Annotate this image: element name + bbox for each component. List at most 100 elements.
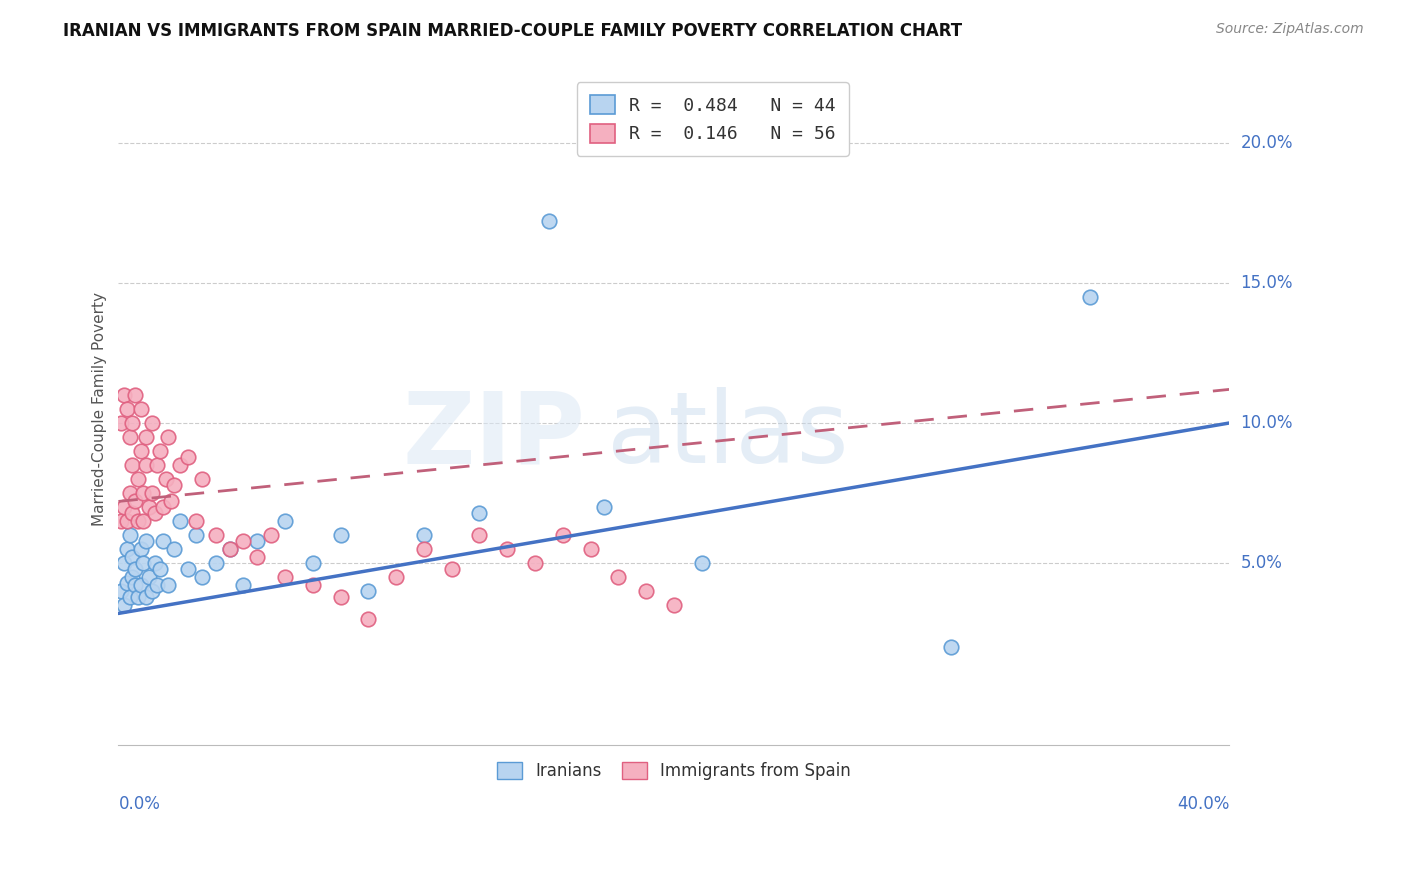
Point	[496, 542, 519, 557]
Point	[115, 402, 138, 417]
Point	[163, 542, 186, 557]
Point	[149, 444, 172, 458]
Point	[329, 528, 352, 542]
Point	[138, 570, 160, 584]
Point	[135, 458, 157, 472]
Point	[246, 533, 269, 548]
Point	[357, 612, 380, 626]
Point	[127, 590, 149, 604]
Point	[468, 506, 491, 520]
Point	[121, 570, 143, 584]
Point	[141, 416, 163, 430]
Y-axis label: Married-Couple Family Poverty: Married-Couple Family Poverty	[93, 292, 107, 526]
Legend: Iranians, Immigrants from Spain: Iranians, Immigrants from Spain	[491, 756, 858, 787]
Text: IRANIAN VS IMMIGRANTS FROM SPAIN MARRIED-COUPLE FAMILY POVERTY CORRELATION CHART: IRANIAN VS IMMIGRANTS FROM SPAIN MARRIED…	[63, 22, 962, 40]
Point	[169, 514, 191, 528]
Point	[155, 472, 177, 486]
Point	[941, 640, 963, 654]
Point	[218, 542, 240, 557]
Point	[110, 514, 132, 528]
Point	[124, 388, 146, 402]
Point	[412, 528, 434, 542]
Point	[177, 450, 200, 464]
Point	[121, 506, 143, 520]
Point	[132, 514, 155, 528]
Point	[204, 556, 226, 570]
Point	[232, 533, 254, 548]
Point	[118, 486, 141, 500]
Point	[537, 214, 560, 228]
Text: 10.0%: 10.0%	[1240, 414, 1292, 432]
Point	[110, 584, 132, 599]
Point	[385, 570, 408, 584]
Point	[112, 500, 135, 514]
Point	[115, 514, 138, 528]
Point	[135, 430, 157, 444]
Text: 15.0%: 15.0%	[1240, 274, 1292, 292]
Point	[232, 578, 254, 592]
Point	[440, 561, 463, 575]
Point	[146, 458, 169, 472]
Point	[127, 472, 149, 486]
Point	[593, 500, 616, 514]
Point	[274, 570, 297, 584]
Text: Source: ZipAtlas.com: Source: ZipAtlas.com	[1216, 22, 1364, 37]
Point	[124, 561, 146, 575]
Point	[112, 598, 135, 612]
Point	[607, 570, 630, 584]
Text: 20.0%: 20.0%	[1240, 134, 1292, 152]
Point	[523, 556, 546, 570]
Point	[121, 550, 143, 565]
Point	[129, 402, 152, 417]
Point	[143, 556, 166, 570]
Text: 0.0%: 0.0%	[118, 796, 160, 814]
Point	[190, 472, 212, 486]
Point	[138, 500, 160, 514]
Point	[160, 494, 183, 508]
Point	[141, 486, 163, 500]
Point	[127, 514, 149, 528]
Point	[124, 494, 146, 508]
Point	[468, 528, 491, 542]
Text: ZIP: ZIP	[402, 387, 585, 484]
Point	[129, 542, 152, 557]
Point	[204, 528, 226, 542]
Point	[190, 570, 212, 584]
Point	[177, 561, 200, 575]
Point	[186, 528, 208, 542]
Point	[1078, 290, 1101, 304]
Point	[357, 584, 380, 599]
Point	[135, 590, 157, 604]
Point	[112, 388, 135, 402]
Text: 5.0%: 5.0%	[1240, 554, 1282, 572]
Point	[274, 514, 297, 528]
Point	[112, 556, 135, 570]
Point	[690, 556, 713, 570]
Point	[163, 477, 186, 491]
Point	[169, 458, 191, 472]
Point	[634, 584, 657, 599]
Point	[132, 486, 155, 500]
Point	[129, 444, 152, 458]
Point	[301, 556, 323, 570]
Point	[124, 578, 146, 592]
Point	[551, 528, 574, 542]
Point	[141, 584, 163, 599]
Point	[246, 550, 269, 565]
Text: 40.0%: 40.0%	[1177, 796, 1229, 814]
Point	[110, 416, 132, 430]
Point	[157, 578, 180, 592]
Point	[218, 542, 240, 557]
Point	[121, 416, 143, 430]
Point	[118, 590, 141, 604]
Point	[412, 542, 434, 557]
Point	[157, 430, 180, 444]
Point	[115, 542, 138, 557]
Point	[579, 542, 602, 557]
Point	[301, 578, 323, 592]
Point	[115, 575, 138, 590]
Point	[143, 506, 166, 520]
Point	[329, 590, 352, 604]
Point	[135, 533, 157, 548]
Point	[152, 500, 174, 514]
